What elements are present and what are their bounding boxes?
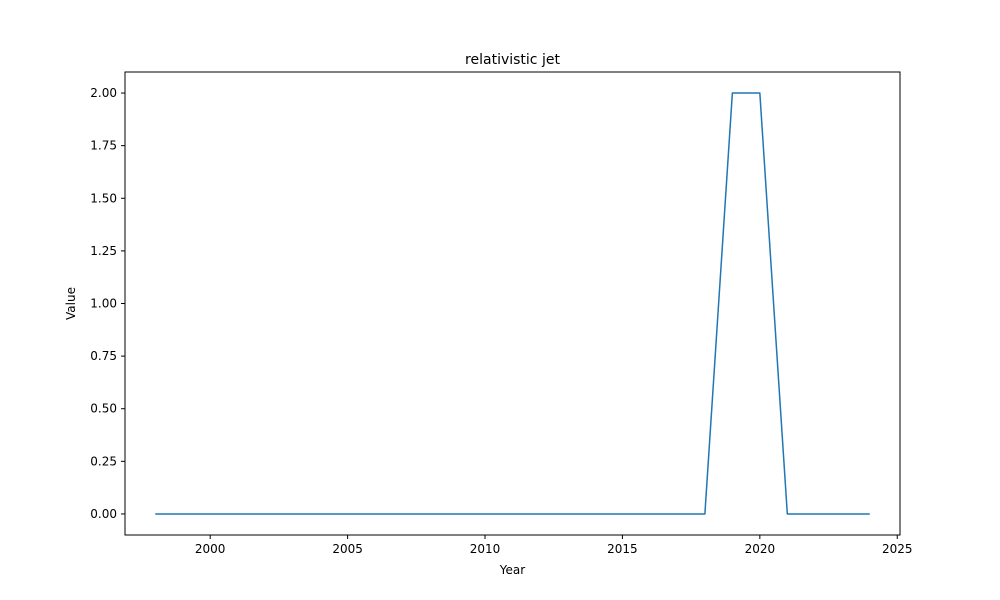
y-tick-label: 1.00 bbox=[90, 297, 117, 311]
y-axis: 0.00 0.25 0.50 0.75 1.00 1.25 1.50 1.75 2.00 bbox=[90, 86, 125, 521]
x-tick-label: 2005 bbox=[332, 542, 363, 556]
y-tick-label: 1.75 bbox=[90, 139, 117, 153]
y-tick-label: 0.25 bbox=[90, 454, 117, 468]
y-axis-label: Value bbox=[64, 287, 78, 320]
x-axis: 2000 2005 2010 2015 2020 2025 bbox=[195, 535, 913, 556]
y-tick-label: 1.50 bbox=[90, 191, 117, 205]
chart-title: relativistic jet bbox=[465, 52, 560, 68]
y-tick-label: 1.25 bbox=[90, 244, 117, 258]
y-tick-label: 0.50 bbox=[90, 402, 117, 416]
y-tick-label: 2.00 bbox=[90, 86, 117, 100]
y-tick-label: 0.00 bbox=[90, 507, 117, 521]
x-axis-label: Year bbox=[499, 563, 525, 577]
x-tick-label: 2025 bbox=[882, 542, 913, 556]
series-line bbox=[155, 92, 870, 515]
plot-area bbox=[124, 71, 901, 536]
x-tick-label: 2020 bbox=[745, 542, 776, 556]
x-tick-label: 2010 bbox=[470, 542, 501, 556]
x-tick-label: 2015 bbox=[607, 542, 638, 556]
y-tick-label: 0.75 bbox=[90, 349, 117, 363]
x-tick-label: 2000 bbox=[195, 542, 226, 556]
series-layer bbox=[155, 92, 870, 515]
